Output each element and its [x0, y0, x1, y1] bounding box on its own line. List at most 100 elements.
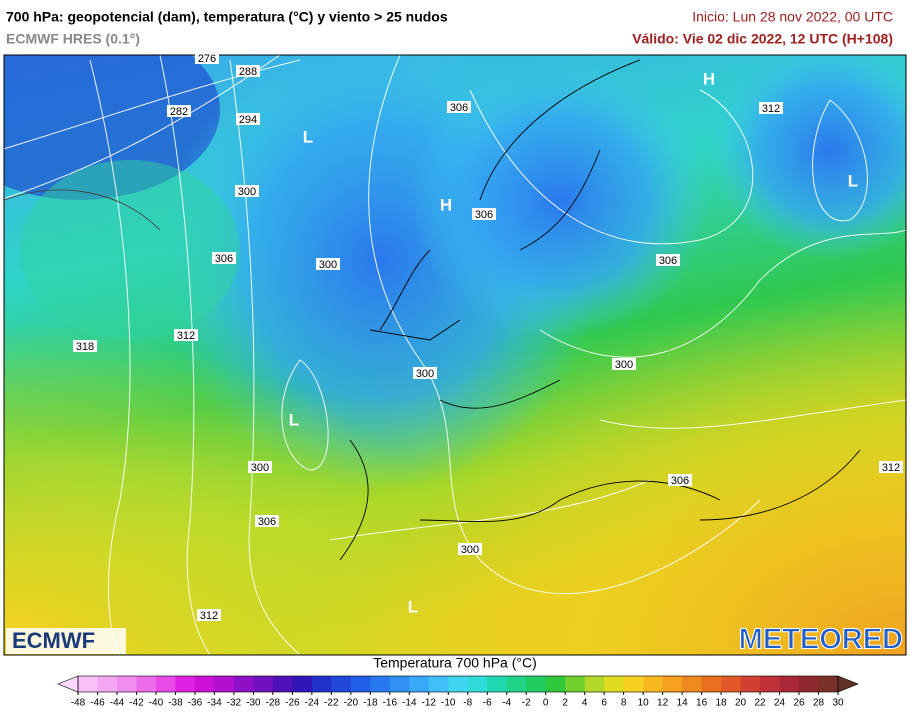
- contour-label-box: [174, 329, 198, 341]
- valid-time: Válido: Vie 02 dic 2022, 12 UTC (H+108): [632, 31, 893, 47]
- colorbar-tick-label: 28: [813, 698, 825, 709]
- contour-label-box: [447, 101, 471, 113]
- colorbar-tick-label: 22: [754, 698, 766, 709]
- colorbar-tick-label: -12: [422, 698, 437, 709]
- colorbar-tick-label: -14: [402, 698, 417, 709]
- colorbar-cell: [78, 676, 98, 692]
- colorbar-under: [57, 675, 79, 693]
- logo-meteored: METEORED: [739, 624, 903, 656]
- colorbar-tick-label: -42: [129, 698, 144, 709]
- colorbar-cell: [175, 676, 196, 692]
- contour-label: 312: [882, 462, 900, 474]
- contour-label-box: [236, 65, 260, 77]
- colorbar-cell: [760, 676, 781, 692]
- logo-ecmwf: ECMWF: [12, 628, 95, 653]
- colorbar-over: [837, 675, 859, 693]
- contour-label-box: [612, 358, 636, 370]
- contour-label-box: [195, 52, 219, 64]
- colorbar-tick-label: 6: [601, 698, 607, 709]
- init-time: Inicio: Lun 28 nov 2022, 00 UTC: [692, 9, 893, 25]
- colorbar-tick-label: 12: [657, 698, 669, 709]
- pressure-center: L: [848, 171, 858, 190]
- contour-label: 300: [615, 359, 633, 371]
- colorbar-tick-label: -34: [207, 698, 222, 709]
- colorbar-cell: [311, 676, 332, 692]
- pressure-center: L: [303, 127, 313, 146]
- colorbar-cell: [136, 676, 157, 692]
- colorbar-tick-label: -36: [188, 698, 203, 709]
- contour-label-box: [248, 461, 272, 473]
- colorbar-tick-label: -20: [344, 698, 359, 709]
- colorbar-tick-label: -48: [71, 698, 86, 709]
- colorbar-cell: [721, 676, 742, 692]
- colorbar-cell: [370, 676, 391, 692]
- colorbar-cell: [565, 676, 586, 692]
- contour-label: 312: [762, 103, 780, 115]
- colorbar-cell: [604, 676, 625, 692]
- contour-label: 306: [671, 475, 689, 487]
- colorbar-tick-label: -4: [502, 698, 511, 709]
- colorbar-tick-label: -32: [227, 698, 242, 709]
- contour-label: 306: [450, 102, 468, 114]
- title: 700 hPa: geopotencial (dam), temperatura…: [6, 9, 448, 25]
- map: [4, 55, 906, 655]
- contour-label: 306: [258, 516, 276, 528]
- colorbar-tick-label: 30: [832, 698, 844, 709]
- contour-label-box: [413, 367, 437, 379]
- colorbar-cell: [467, 676, 488, 692]
- model: ECMWF HRES (0.1°): [6, 31, 140, 47]
- colorbar-cell: [331, 676, 352, 692]
- colorbar-cell: [779, 676, 800, 692]
- colorbar-tick-label: -24: [305, 698, 320, 709]
- colorbar-tick-label: -30: [246, 698, 261, 709]
- colorbar-tick-label: 14: [677, 698, 689, 709]
- contour-label: 288: [239, 66, 257, 78]
- contour-label-box: [472, 208, 496, 220]
- colorbar-tick-label: -10: [441, 698, 456, 709]
- contour-label-box: [73, 340, 97, 352]
- colorbar-tick-label: -38: [168, 698, 183, 709]
- contour-label-box: [759, 102, 783, 114]
- contour-label-box: [236, 113, 260, 125]
- contour-label-box: [197, 609, 221, 621]
- colorbar-tick-label: 0: [543, 698, 549, 709]
- colorbar-cell: [818, 676, 839, 692]
- colorbar-cell: [350, 676, 371, 692]
- colorbar-tick-label: 2: [562, 698, 568, 709]
- colorbar-cell: [194, 676, 215, 692]
- colorbar-cell: [623, 676, 644, 692]
- contour-label: 300: [251, 462, 269, 474]
- logo-bg: [6, 628, 126, 654]
- colorbar-cell: [545, 676, 566, 692]
- contour-label: 300: [238, 186, 256, 198]
- contour-label: 312: [177, 330, 195, 342]
- contour-label: 300: [416, 368, 434, 380]
- colorbar-cell: [662, 676, 683, 692]
- colorbar-cell: [116, 676, 137, 692]
- contour-label: 282: [170, 106, 188, 118]
- contour-label: 306: [475, 209, 493, 221]
- colorbar-cell: [389, 676, 410, 692]
- contour-label: 312: [200, 610, 218, 622]
- pressure-center: L: [408, 597, 418, 616]
- contour-label: 294: [239, 114, 257, 126]
- colorbar-cell: [409, 676, 430, 692]
- contour-label-box: [255, 515, 279, 527]
- contour-label-box: [668, 474, 692, 486]
- contour-label-box: [235, 185, 259, 197]
- colorbar-tick-label: -26: [285, 698, 300, 709]
- contour-label: 306: [659, 255, 677, 267]
- colorbar-frame: [77, 675, 839, 693]
- colorbar-cell: [272, 676, 293, 692]
- colorbar-tick-label: 10: [638, 698, 650, 709]
- colorbar-cell: [643, 676, 664, 692]
- colorbar-tick-label: 18: [716, 698, 728, 709]
- contour-label: 318: [76, 341, 94, 353]
- contour-label-box: [656, 254, 680, 266]
- colorbar-tick-label: 26: [793, 698, 805, 709]
- colorbar-cell: [740, 676, 761, 692]
- contour-label-box: [167, 105, 191, 117]
- colorbar-cell: [701, 676, 722, 692]
- colorbar-tick-label: 8: [621, 698, 627, 709]
